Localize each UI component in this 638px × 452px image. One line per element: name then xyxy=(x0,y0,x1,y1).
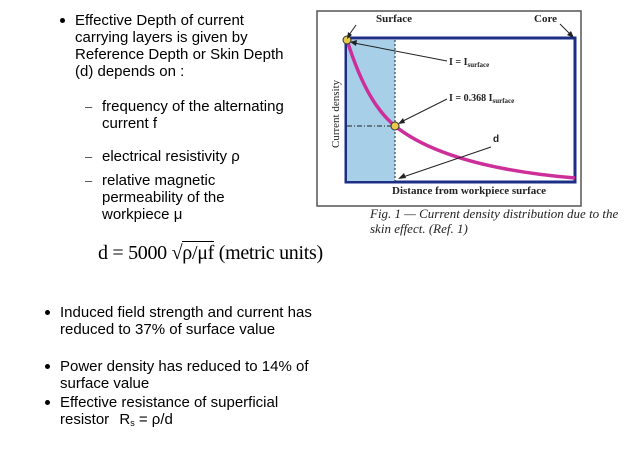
formula-unit: (metric units) xyxy=(218,242,323,264)
surface-marker xyxy=(342,35,352,45)
arrowhead xyxy=(567,31,574,38)
arrowhead xyxy=(398,173,406,179)
bullet-dot xyxy=(60,18,65,23)
formula-lhs: d = 5000 xyxy=(98,242,167,264)
bullet-effective-depth: Effective Depth of current carrying laye… xyxy=(60,12,300,80)
resistance-text: Effective resistance of superficial resi… xyxy=(60,394,279,428)
y-axis-label: Current density xyxy=(330,79,342,148)
arrowhead xyxy=(347,32,352,39)
arrow-i-0368 xyxy=(400,98,448,123)
depth-marker xyxy=(390,121,400,131)
arrowhead xyxy=(398,118,405,124)
subbullet-resistivity: – electrical resistivity ρ xyxy=(85,148,285,165)
arrowhead xyxy=(350,40,357,46)
bullet-text-power-density: Power density has reduced to 14% of surf… xyxy=(60,358,309,392)
subbullet-text-permeability: relative magnetic permeability of the wo… xyxy=(102,172,225,223)
label-d: d xyxy=(493,134,499,145)
figure-border xyxy=(316,10,582,207)
bullet-dot xyxy=(45,400,50,405)
figure-caption: Fig. 1 — Current density distribution du… xyxy=(370,206,619,236)
skin-depth-formula: d = 5000 √ρ/μf (metric units) xyxy=(98,241,323,265)
dash-marker: – xyxy=(85,173,93,188)
arrow-i-surface xyxy=(353,42,448,62)
dash-marker: – xyxy=(85,99,93,114)
bullet-dot xyxy=(45,364,50,369)
label-core: Core xyxy=(534,13,557,25)
bullet-text-field-strength: Induced field strength and current has r… xyxy=(60,304,312,338)
subbullet-text-frequency: frequency of the alternating current f xyxy=(102,98,284,132)
subbullet-frequency: – frequency of the alternating current f xyxy=(85,98,285,132)
subbullet-text-resistivity: electrical resistivity ρ xyxy=(102,148,240,165)
resistance-equation: = ρ/d xyxy=(138,411,173,428)
label-surface: Surface xyxy=(376,13,412,25)
subbullet-permeability: – relative magnetic permeability of the … xyxy=(85,172,285,223)
bullet-text-effective-depth: Effective Depth of current carrying laye… xyxy=(75,12,284,80)
arrow-surface xyxy=(348,24,357,36)
bullet-dot xyxy=(45,310,50,315)
plot-frame xyxy=(344,36,577,184)
resistance-symbol: Rs xyxy=(119,411,135,428)
label-i-surface: I = Isurface xyxy=(449,57,489,69)
sqrt-sign: √ xyxy=(171,242,183,264)
label-i-0368: I = 0.368 Isurface xyxy=(449,93,514,105)
bullet-field-strength: Induced field strength and current has r… xyxy=(45,304,330,338)
arrow-d xyxy=(402,146,492,178)
formula-radicand: ρ/μf xyxy=(182,241,215,264)
x-axis-label: Distance from workpiece surface xyxy=(392,185,546,197)
bullet-effective-resistance: Effective resistance of superficial resi… xyxy=(45,394,330,432)
dash-marker: – xyxy=(85,149,93,164)
bullet-power-density: Power density has reduced to 14% of surf… xyxy=(45,358,330,392)
